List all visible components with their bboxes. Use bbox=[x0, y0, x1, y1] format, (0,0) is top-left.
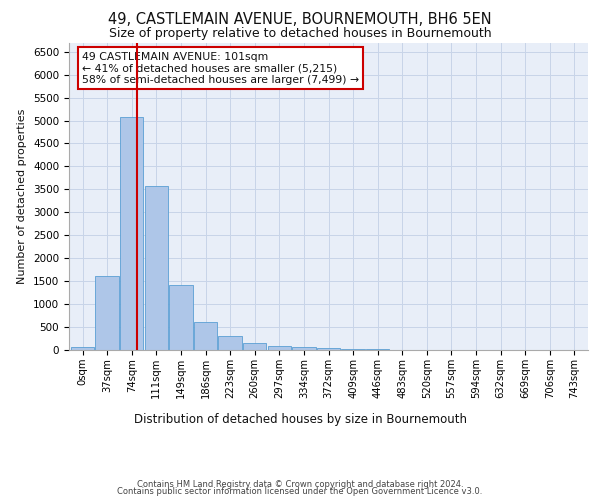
Bar bbox=[243, 344, 266, 350]
Text: Size of property relative to detached houses in Bournemouth: Size of property relative to detached ho… bbox=[109, 28, 491, 40]
Bar bbox=[71, 347, 94, 350]
Bar bbox=[194, 322, 217, 350]
Y-axis label: Number of detached properties: Number of detached properties bbox=[17, 108, 28, 284]
Bar bbox=[145, 186, 168, 350]
Bar bbox=[95, 276, 119, 350]
Bar bbox=[292, 348, 316, 350]
Bar bbox=[317, 348, 340, 350]
Text: Contains HM Land Registry data © Crown copyright and database right 2024.: Contains HM Land Registry data © Crown c… bbox=[137, 480, 463, 489]
Bar bbox=[268, 346, 291, 350]
Bar bbox=[120, 117, 143, 350]
Bar bbox=[341, 349, 365, 350]
Bar bbox=[218, 336, 242, 350]
Text: 49 CASTLEMAIN AVENUE: 101sqm
← 41% of detached houses are smaller (5,215)
58% of: 49 CASTLEMAIN AVENUE: 101sqm ← 41% of de… bbox=[82, 52, 359, 85]
Bar bbox=[169, 286, 193, 350]
Text: Distribution of detached houses by size in Bournemouth: Distribution of detached houses by size … bbox=[133, 412, 467, 426]
Text: Contains public sector information licensed under the Open Government Licence v3: Contains public sector information licen… bbox=[118, 488, 482, 496]
Text: 49, CASTLEMAIN AVENUE, BOURNEMOUTH, BH6 5EN: 49, CASTLEMAIN AVENUE, BOURNEMOUTH, BH6 … bbox=[108, 12, 492, 28]
